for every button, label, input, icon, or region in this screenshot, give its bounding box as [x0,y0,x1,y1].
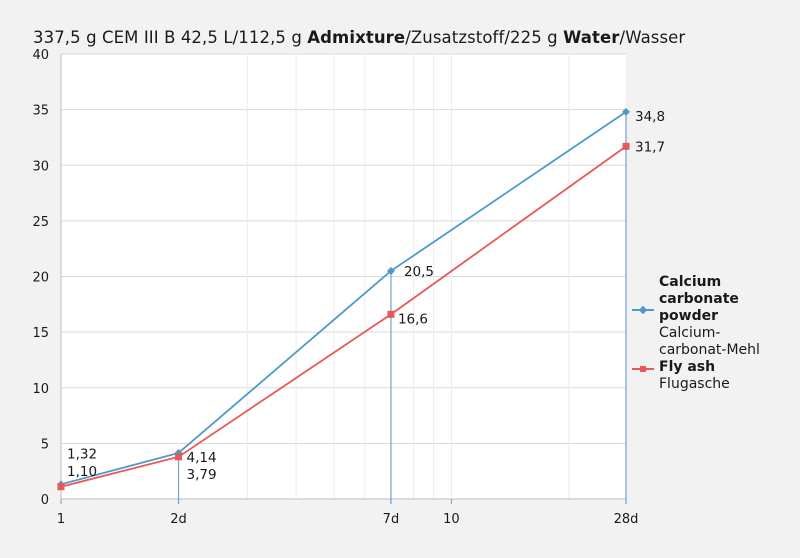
data-label: 1,32 [67,446,97,462]
data-label: 3,79 [187,467,217,483]
legend-marker-square-icon [640,366,646,372]
x-tick-label: 1 [57,512,65,527]
y-tick-label: 20 [32,271,49,286]
y-tick-label: 25 [32,215,49,230]
y-tick-label: 30 [32,159,49,174]
title-part-3: /Wasser [619,28,686,47]
title-water: Water [563,28,620,47]
title-part-1: 337,5 g CEM III B 42,5 L/112,5 g [33,28,308,47]
x-tick-label: 7d [383,512,400,527]
x-tick-label: 10 [443,512,460,527]
series [57,107,630,491]
chart-title: 337,5 g CEM III B 42,5 L/112,5 g Admixtu… [33,28,685,48]
data-point [622,107,630,116]
series-line-fly-ash [60,145,627,488]
data-point [175,453,183,461]
x-tick-label: 28d [614,512,639,527]
data-label: 34,8 [635,109,665,125]
gridlines [61,53,626,499]
data-label: 16,6 [398,311,428,327]
data-point [387,310,395,318]
legend-marker-diamond-icon [638,305,648,315]
legend-label-calcium-carbonate: Calcium carbonate powder [659,274,739,324]
legend-sublabel-flugasche: Flugasche [659,376,730,392]
axes: 0 5 10 15 20 25 30 35 40 1 2d 7d 10 28d [32,48,638,527]
legend-item-fly-ash: Fly ash Flugasche [632,359,800,393]
data-label: 1,10 [67,464,97,480]
legend: Calcium carbonate powder Calcium- carbon… [632,274,800,393]
y-tick-label: 10 [32,382,49,397]
data-point [622,142,630,150]
data-point [386,266,395,275]
legend-sublabel-calcium-carbonat: Calcium- carbonat-Mehl [659,325,760,358]
y-tick-label: 5 [41,437,49,452]
data-label: 4,14 [187,450,217,466]
data-point [57,483,65,491]
y-tick-label: 40 [32,48,49,63]
data-labels: 1,32 1,10 4,143,79 20,5 16,6 34,8 31,7 [67,109,665,483]
data-label: 31,7 [635,139,665,155]
series-line-calcium-carbonate [60,111,627,486]
legend-label-fly-ash: Fly ash [659,359,716,375]
title-admixture: Admixture [307,28,406,47]
title-part-2: /Zusatzstoff/225 g [405,28,564,47]
y-tick-label: 35 [32,104,49,119]
y-tick-label: 0 [41,493,49,508]
legend-item-calcium-carbonate: Calcium carbonate powder Calcium- carbon… [632,274,800,359]
drop-lines [177,111,627,504]
data-label: 20,5 [404,264,434,280]
x-tick-label: 2d [170,512,187,527]
y-tick-label: 15 [32,326,49,341]
